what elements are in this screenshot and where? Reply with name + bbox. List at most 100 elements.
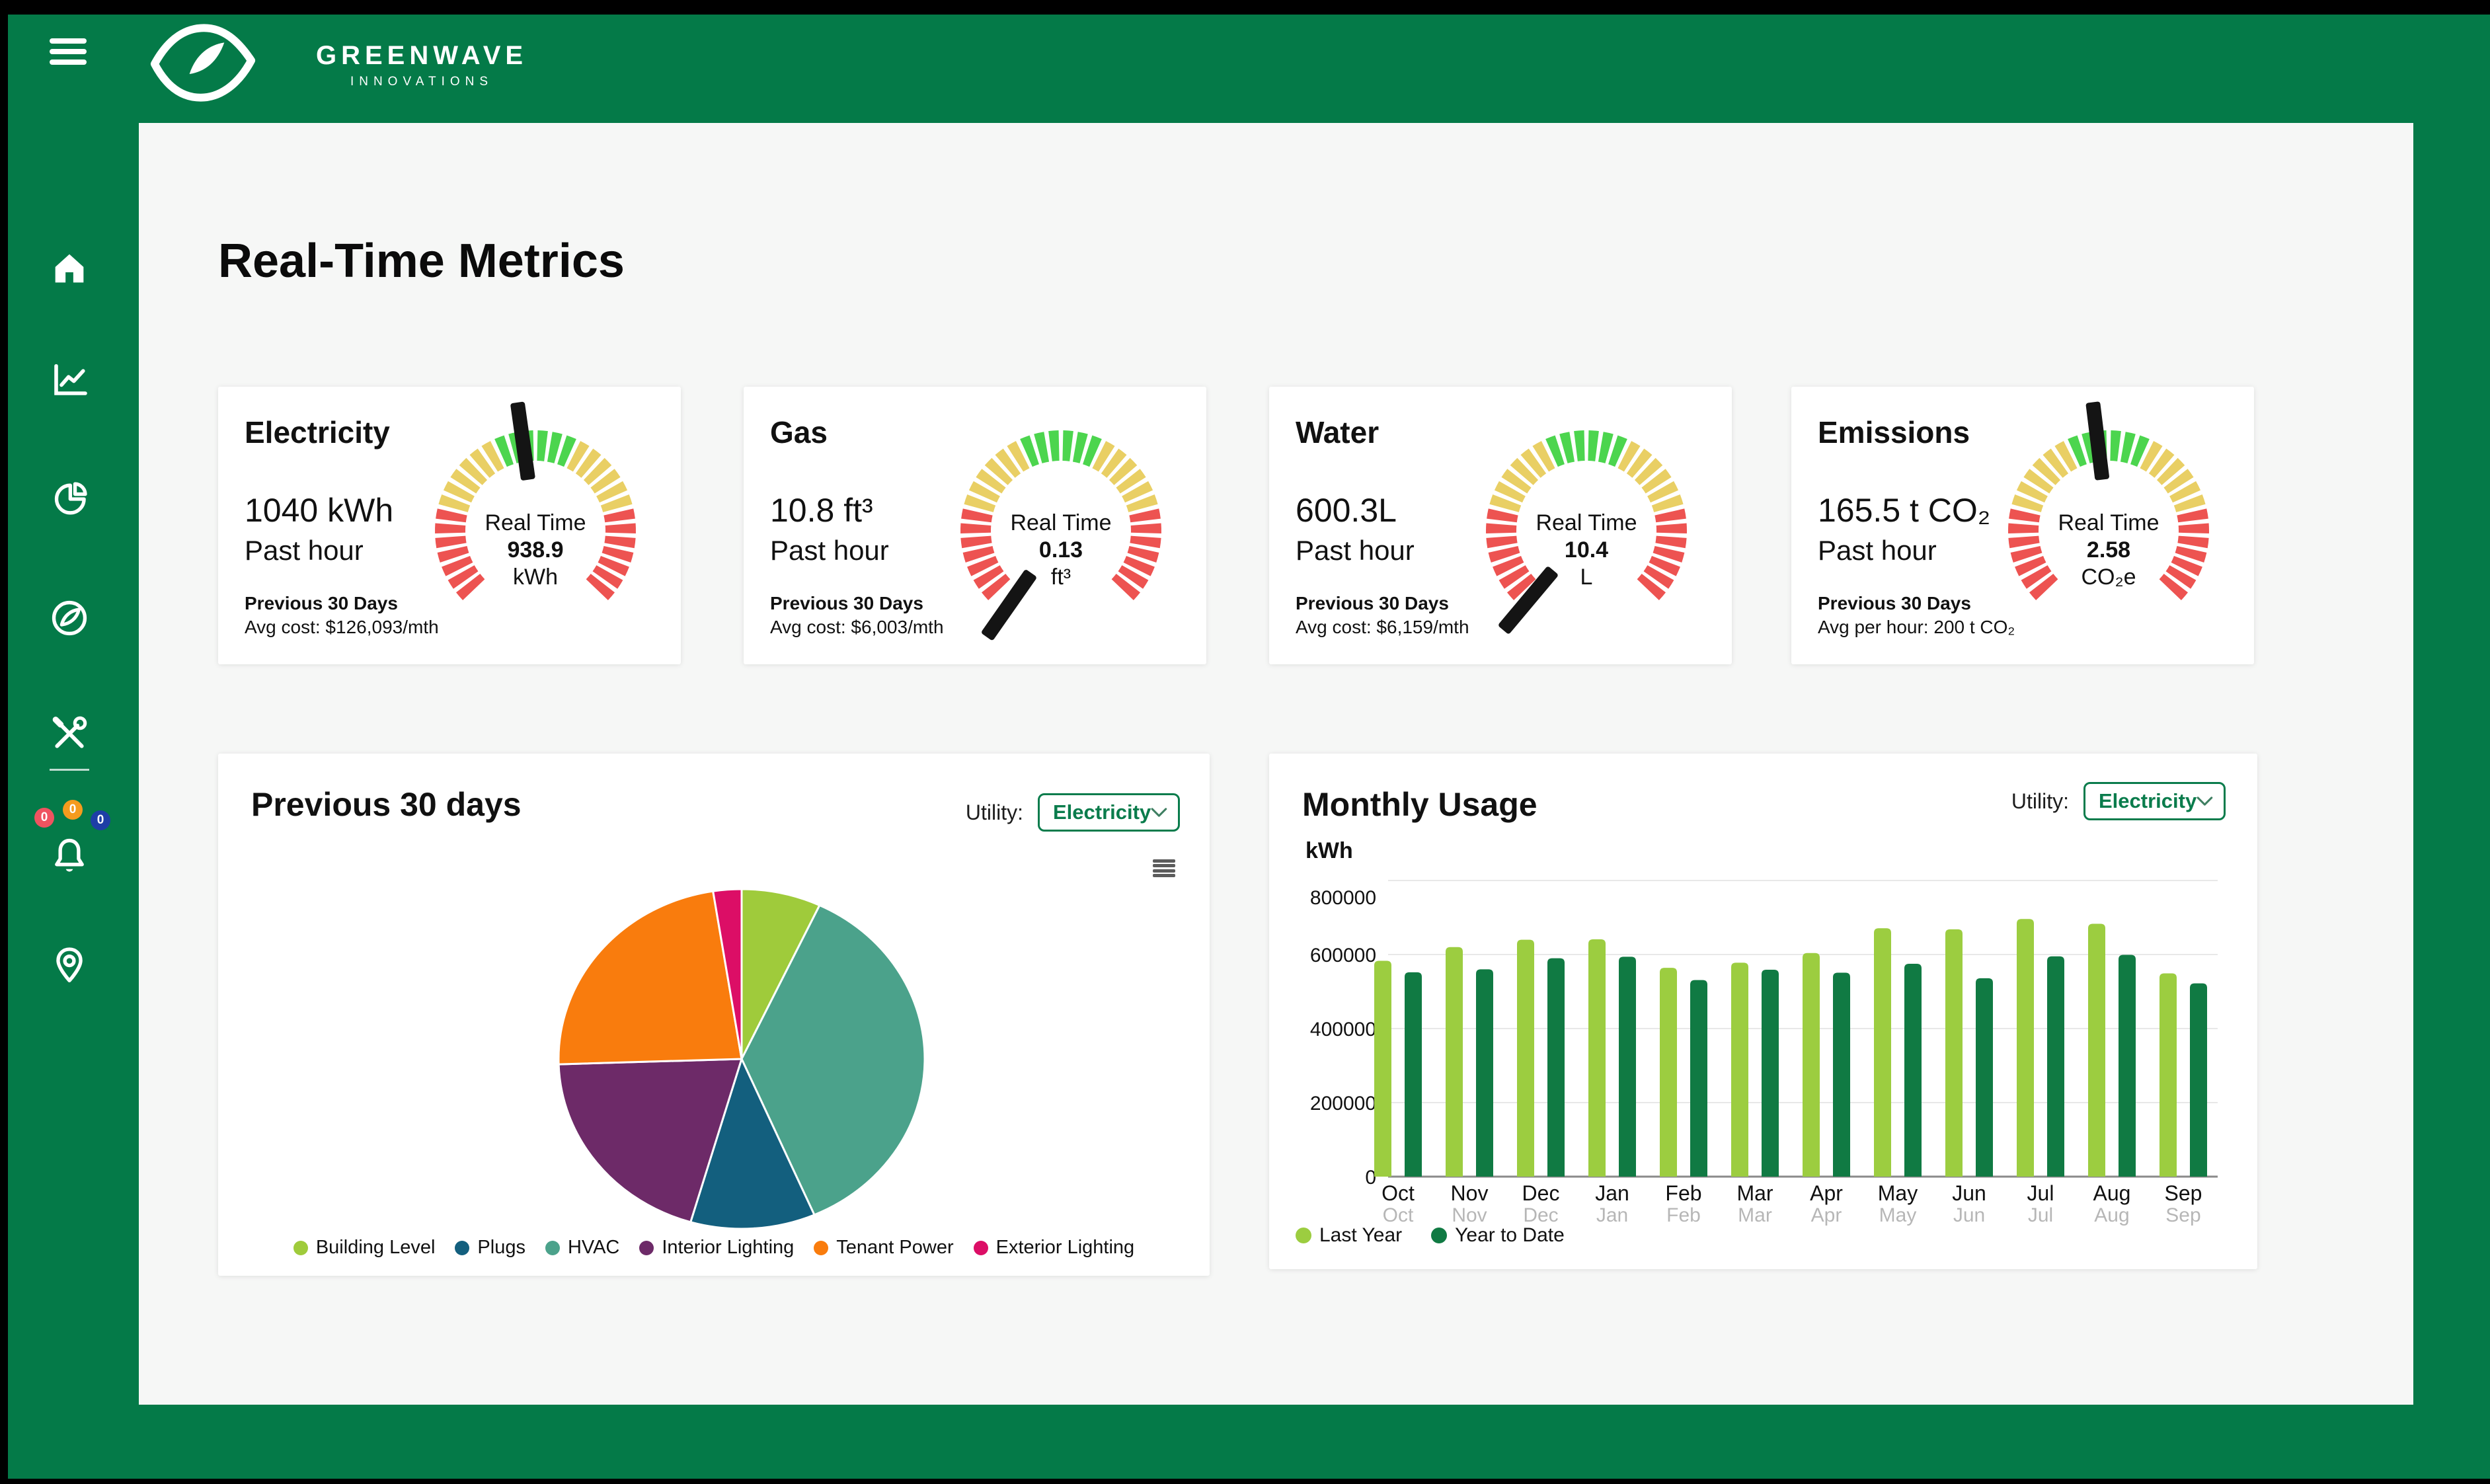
utility-select[interactable]: Electricity xyxy=(2083,782,2226,820)
bar-last-year-jun[interactable] xyxy=(1945,929,1963,1177)
gauge-segment xyxy=(1489,494,1522,512)
x-tick-label-ghost: May xyxy=(1879,1204,1917,1226)
gauge-segment xyxy=(1486,535,1518,549)
bar-last-year-jul[interactable] xyxy=(2017,919,2034,1177)
pie-slice-exterior-lighting[interactable] xyxy=(712,888,743,1060)
legend-item-exterior-lighting[interactable]: Exterior Lighting xyxy=(973,1237,1134,1259)
gauge-segment xyxy=(1654,508,1686,523)
gauge-segment xyxy=(1649,555,1680,576)
gauge-segment xyxy=(436,508,467,523)
bar-last-year-jan[interactable] xyxy=(1588,939,1606,1177)
gauge-segment xyxy=(1647,481,1679,503)
gauge-segment xyxy=(2029,574,2058,601)
bar-year-to-date-oct[interactable] xyxy=(1405,972,1422,1177)
gauge-segment xyxy=(1126,494,1158,512)
gauge-segment xyxy=(1127,546,1159,563)
legend-item-tenant-power[interactable]: Tenant Power xyxy=(814,1237,954,1259)
gauge-segment xyxy=(1092,441,1115,472)
sidebar-item-locations[interactable] xyxy=(48,944,91,986)
gauge-segment xyxy=(2032,457,2061,485)
bar-year-to-date-apr[interactable] xyxy=(1833,972,1850,1177)
gauge-chart xyxy=(2008,401,2209,601)
main-panel: Real-Time Metrics Electricity 1040 kWh Pas… xyxy=(139,123,2413,1405)
metric-period: Past hour xyxy=(245,535,364,566)
legend-item-year-to-date[interactable]: Year to Date xyxy=(1431,1224,1565,1247)
bar-last-year-apr[interactable] xyxy=(1803,953,1820,1177)
chevron-down-icon xyxy=(1151,808,1167,817)
bar-year-to-date-may[interactable] xyxy=(1904,964,1922,1177)
legend-dot xyxy=(1296,1228,1311,1243)
bar-year-to-date-jul[interactable] xyxy=(2047,956,2064,1177)
legend-dot xyxy=(455,1240,470,1255)
sidebar-item-tools[interactable] xyxy=(48,713,91,755)
utility-label: Utility: xyxy=(2011,789,2069,813)
metric-card-water: Water 600.3L Past hour Previous 30 Days Avg … xyxy=(1269,387,1732,664)
bar-last-year-oct[interactable] xyxy=(1374,960,1391,1177)
gauge-segment xyxy=(1494,481,1526,503)
gauge-segment xyxy=(1007,441,1030,472)
legend-item-building-level[interactable]: Building Level xyxy=(293,1237,435,1259)
gauge-segment xyxy=(2169,481,2201,503)
sidebar-item-analytics[interactable] xyxy=(48,359,91,401)
gauge-segment xyxy=(2163,469,2194,494)
gauge-segment xyxy=(583,457,612,485)
pie-chart xyxy=(557,888,926,1230)
bar-year-to-date-nov[interactable] xyxy=(1476,969,1493,1177)
metric-period: Past hour xyxy=(1818,535,1937,566)
x-tick-label: May xyxy=(1878,1181,1918,1205)
legend-item-interior-lighting[interactable]: Interior Lighting xyxy=(639,1237,794,1259)
gauge-chart xyxy=(960,430,1161,641)
x-tick-label-ghost: Jul xyxy=(2028,1204,2053,1226)
pie-slice-building-level[interactable] xyxy=(740,888,821,1060)
utility-select[interactable]: Electricity xyxy=(1038,793,1180,832)
gauge-segment xyxy=(2110,430,2121,461)
bar-year-to-date-feb[interactable] xyxy=(1690,980,1707,1177)
sidebar-item-notifications[interactable] xyxy=(48,835,91,877)
gauge-segment xyxy=(437,546,469,563)
x-tick-label-ghost: Dec xyxy=(1523,1204,1558,1226)
x-tick-label-ghost: Apr xyxy=(1811,1204,1842,1226)
gauge-segment xyxy=(596,481,628,503)
pie-slice-hvac[interactable] xyxy=(740,904,926,1216)
menu-button[interactable] xyxy=(50,38,87,65)
bar-year-to-date-mar[interactable] xyxy=(1762,969,1779,1177)
legend-dot xyxy=(973,1240,988,1255)
bar-last-year-dec[interactable] xyxy=(1517,939,1534,1177)
bar-year-to-date-aug[interactable] xyxy=(2119,955,2136,1177)
metric-previous-label: Previous 30 Days xyxy=(770,593,923,613)
legend-item-hvac[interactable]: HVAC xyxy=(545,1237,619,1259)
sidebar-item-sustainability[interactable] xyxy=(48,597,91,639)
bar-last-year-feb[interactable] xyxy=(1660,968,1677,1177)
gauge-segment xyxy=(1643,565,1674,589)
bar-last-year-aug[interactable] xyxy=(2088,923,2105,1177)
legend-item-last-year[interactable]: Last Year xyxy=(1296,1224,1402,1247)
bar-year-to-date-sep[interactable] xyxy=(2190,983,2207,1177)
pie-slice-tenant-power[interactable] xyxy=(557,890,743,1066)
legend-dot xyxy=(545,1240,560,1255)
legend-item-plugs[interactable]: Plugs xyxy=(455,1237,525,1259)
gauge-segment xyxy=(1486,523,1517,534)
bar-last-year-nov[interactable] xyxy=(1446,947,1463,1177)
bar-year-to-date-dec[interactable] xyxy=(1547,958,1565,1177)
pie-slice-interior-lighting[interactable] xyxy=(557,1058,743,1224)
sidebar-divider xyxy=(50,769,89,771)
gauge-segment xyxy=(557,435,576,467)
x-tick-label-ghost: Jun xyxy=(1953,1204,1985,1226)
gauge-needle xyxy=(2085,401,2109,481)
legend-dot xyxy=(639,1240,654,1255)
sidebar-item-home[interactable] xyxy=(48,247,91,290)
bar-last-year-mar[interactable] xyxy=(1731,962,1748,1177)
bar-last-year-sep[interactable] xyxy=(2159,973,2177,1177)
gauge-segment xyxy=(1506,574,1536,601)
gauge-segment xyxy=(494,435,514,467)
chart-menu-button[interactable] xyxy=(1153,859,1175,877)
bar-year-to-date-jun[interactable] xyxy=(1976,978,1993,1177)
bar-year-to-date-jan[interactable] xyxy=(1619,957,1636,1177)
gauge-segment xyxy=(547,432,563,463)
brand-tagline: INNOVATIONS xyxy=(350,75,494,89)
pie-slice-plugs[interactable] xyxy=(689,1058,816,1230)
bar-last-year-may[interactable] xyxy=(1874,928,1891,1177)
gauge-segment xyxy=(1501,469,1532,494)
gauge-chart xyxy=(1486,430,1687,634)
sidebar-item-reports[interactable] xyxy=(48,478,91,520)
